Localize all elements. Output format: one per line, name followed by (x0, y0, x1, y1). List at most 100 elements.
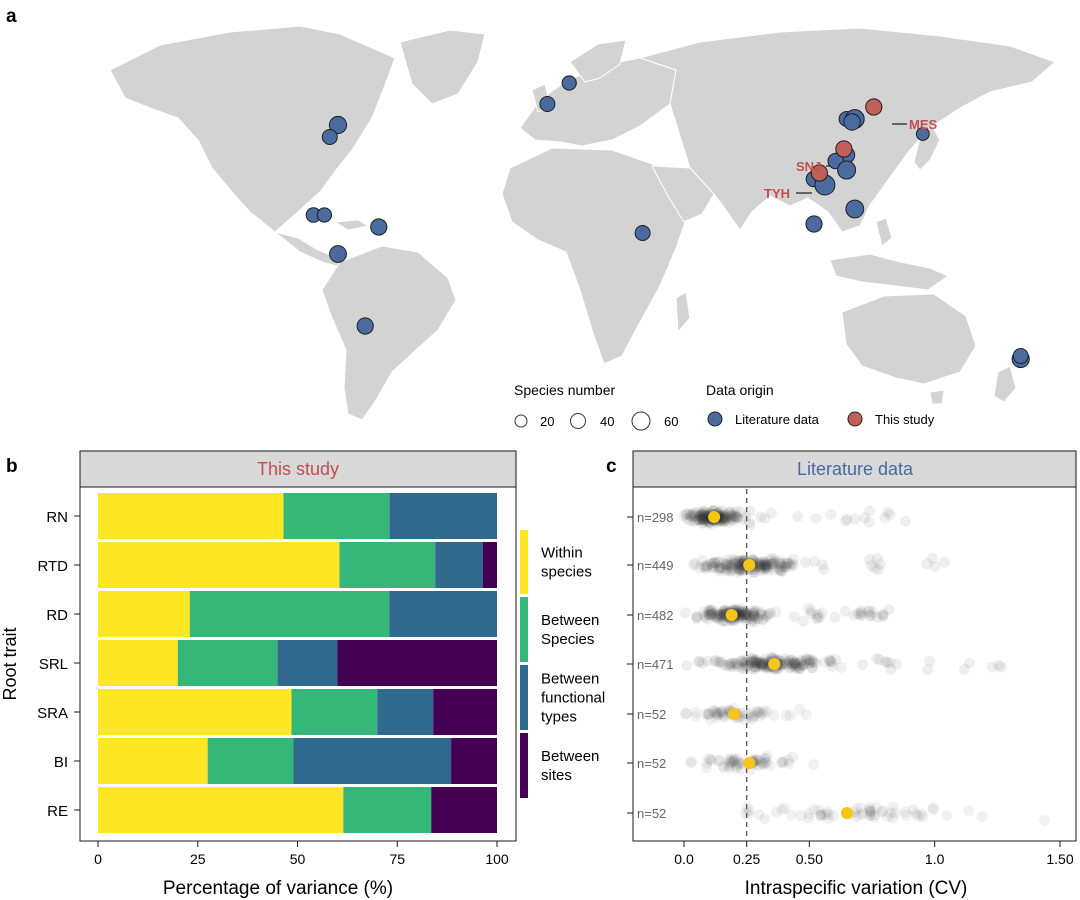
x-tick-label: 25 (190, 851, 206, 867)
cv-point-rd (788, 611, 800, 623)
cv-point-sra (710, 711, 722, 723)
cv-point-sra (745, 707, 757, 719)
cv-point-rn (699, 513, 711, 525)
cv-point-rd (883, 604, 895, 616)
cv-point-rtd (774, 564, 786, 576)
cv-point-srl (797, 659, 809, 671)
cv-point-srl (786, 659, 798, 671)
panel-c-n-labels: n=298 n=449 n=482 n=471 n=52 n=52 n=52 (627, 510, 674, 821)
cv-point-rtd (758, 560, 770, 572)
panel-b-y-categories: RN RTD RD SRL SRA BI RE (37, 509, 80, 820)
cv-point-srl (783, 662, 795, 674)
cv-point-bi (756, 758, 768, 769)
cv-point-rd (691, 610, 703, 622)
map-site-literature (328, 115, 348, 135)
cv-point-rd (711, 611, 723, 623)
cv-point-rn (730, 505, 742, 517)
cv-point-rn (735, 506, 747, 518)
cv-point-srl (797, 660, 809, 671)
cv-point-srl (986, 661, 998, 673)
cv-point-srl (885, 663, 897, 675)
cv-point-srl (783, 657, 795, 669)
cv-point-rd (734, 608, 746, 620)
cv-point-rtd (767, 564, 779, 576)
y-category-label: SRA (37, 705, 68, 722)
cv-point-bi (725, 757, 737, 769)
cv-point-re (1039, 814, 1051, 826)
cv-point-rtd (869, 562, 881, 574)
cv-point-rd (713, 609, 725, 621)
cv-point-rtd (732, 563, 744, 575)
cv-point-rd (839, 605, 851, 617)
cv-point-re (870, 802, 882, 814)
cv-point-srl (712, 656, 724, 668)
cv-point-rn (726, 510, 738, 522)
land-greenland (399, 29, 486, 105)
cv-point-re (864, 801, 875, 813)
cv-point-rd (864, 609, 876, 621)
cv-point-rn (681, 513, 693, 524)
cv-point-re (900, 809, 912, 821)
cv-point-re (869, 809, 880, 821)
cv-point-rn (759, 512, 771, 524)
cv-point-bi (728, 754, 740, 766)
cv-point-bi (776, 756, 787, 768)
cv-point-rtd (694, 562, 706, 574)
x-tick-label: 0.0 (674, 851, 694, 867)
cv-point-rtd (732, 556, 743, 568)
cv-point-bi (724, 762, 736, 774)
legend-swatch (520, 597, 528, 662)
map-site-literature (561, 75, 577, 91)
cv-point-srl (796, 660, 807, 672)
cv-point-srl (746, 652, 758, 664)
panel-c-strip (632, 450, 1077, 488)
cv-point-re (899, 806, 911, 818)
cv-point-rtd (775, 565, 787, 577)
cv-point-srl (780, 658, 792, 670)
cv-point-bi (760, 757, 772, 769)
cv-point-re (819, 809, 831, 821)
cv-point-srl (806, 654, 818, 666)
bar-segment-rn-1 (283, 493, 390, 539)
cv-point-rn (698, 505, 710, 517)
cv-point-rtd (774, 559, 786, 570)
cv-point-re (863, 804, 875, 816)
cv-point-rn (683, 515, 695, 526)
cv-point-rtd (731, 566, 743, 578)
cv-point-rd (705, 605, 717, 617)
cv-point-rd (752, 613, 764, 624)
cv-point-rtd (758, 556, 770, 568)
legend-origin-this-label: This study (875, 412, 935, 427)
cv-point-rd (855, 605, 867, 617)
cv-point-re (808, 803, 820, 815)
cv-point-rd (739, 608, 751, 620)
bar-segment-rtd-3 (483, 542, 497, 588)
cv-point-srl (756, 661, 768, 673)
cv-point-rn (740, 511, 751, 523)
cv-point-srl (826, 660, 838, 672)
cv-point-rd (757, 614, 769, 626)
cv-point-re (927, 802, 939, 814)
cv-point-rn (697, 513, 709, 525)
cv-point-sra (800, 709, 812, 721)
cv-point-rd (877, 608, 889, 620)
cv-point-rd (736, 609, 748, 621)
bar-segment-sra-0 (98, 689, 292, 735)
cv-point-srl (780, 658, 792, 670)
cv-point-rn (693, 513, 705, 525)
cv-point-rd (757, 613, 769, 625)
cv-point-rd (877, 610, 889, 621)
cv-point-rn (691, 507, 703, 518)
cv-point-srl (825, 656, 837, 668)
bar-segment-rtd-0 (98, 542, 340, 588)
cv-point-srl (745, 653, 757, 665)
cv-point-srl (697, 657, 708, 669)
legend-size-label-60: 60 (664, 414, 678, 429)
land-tasmania (929, 389, 945, 405)
cv-point-bi (701, 762, 713, 773)
cv-point-rtd (800, 556, 811, 568)
y-category-label: RE (47, 803, 68, 820)
land-se-asia-islands (829, 253, 950, 291)
legend-origin-title: Data origin (706, 382, 774, 398)
cv-point-srl (745, 656, 757, 668)
